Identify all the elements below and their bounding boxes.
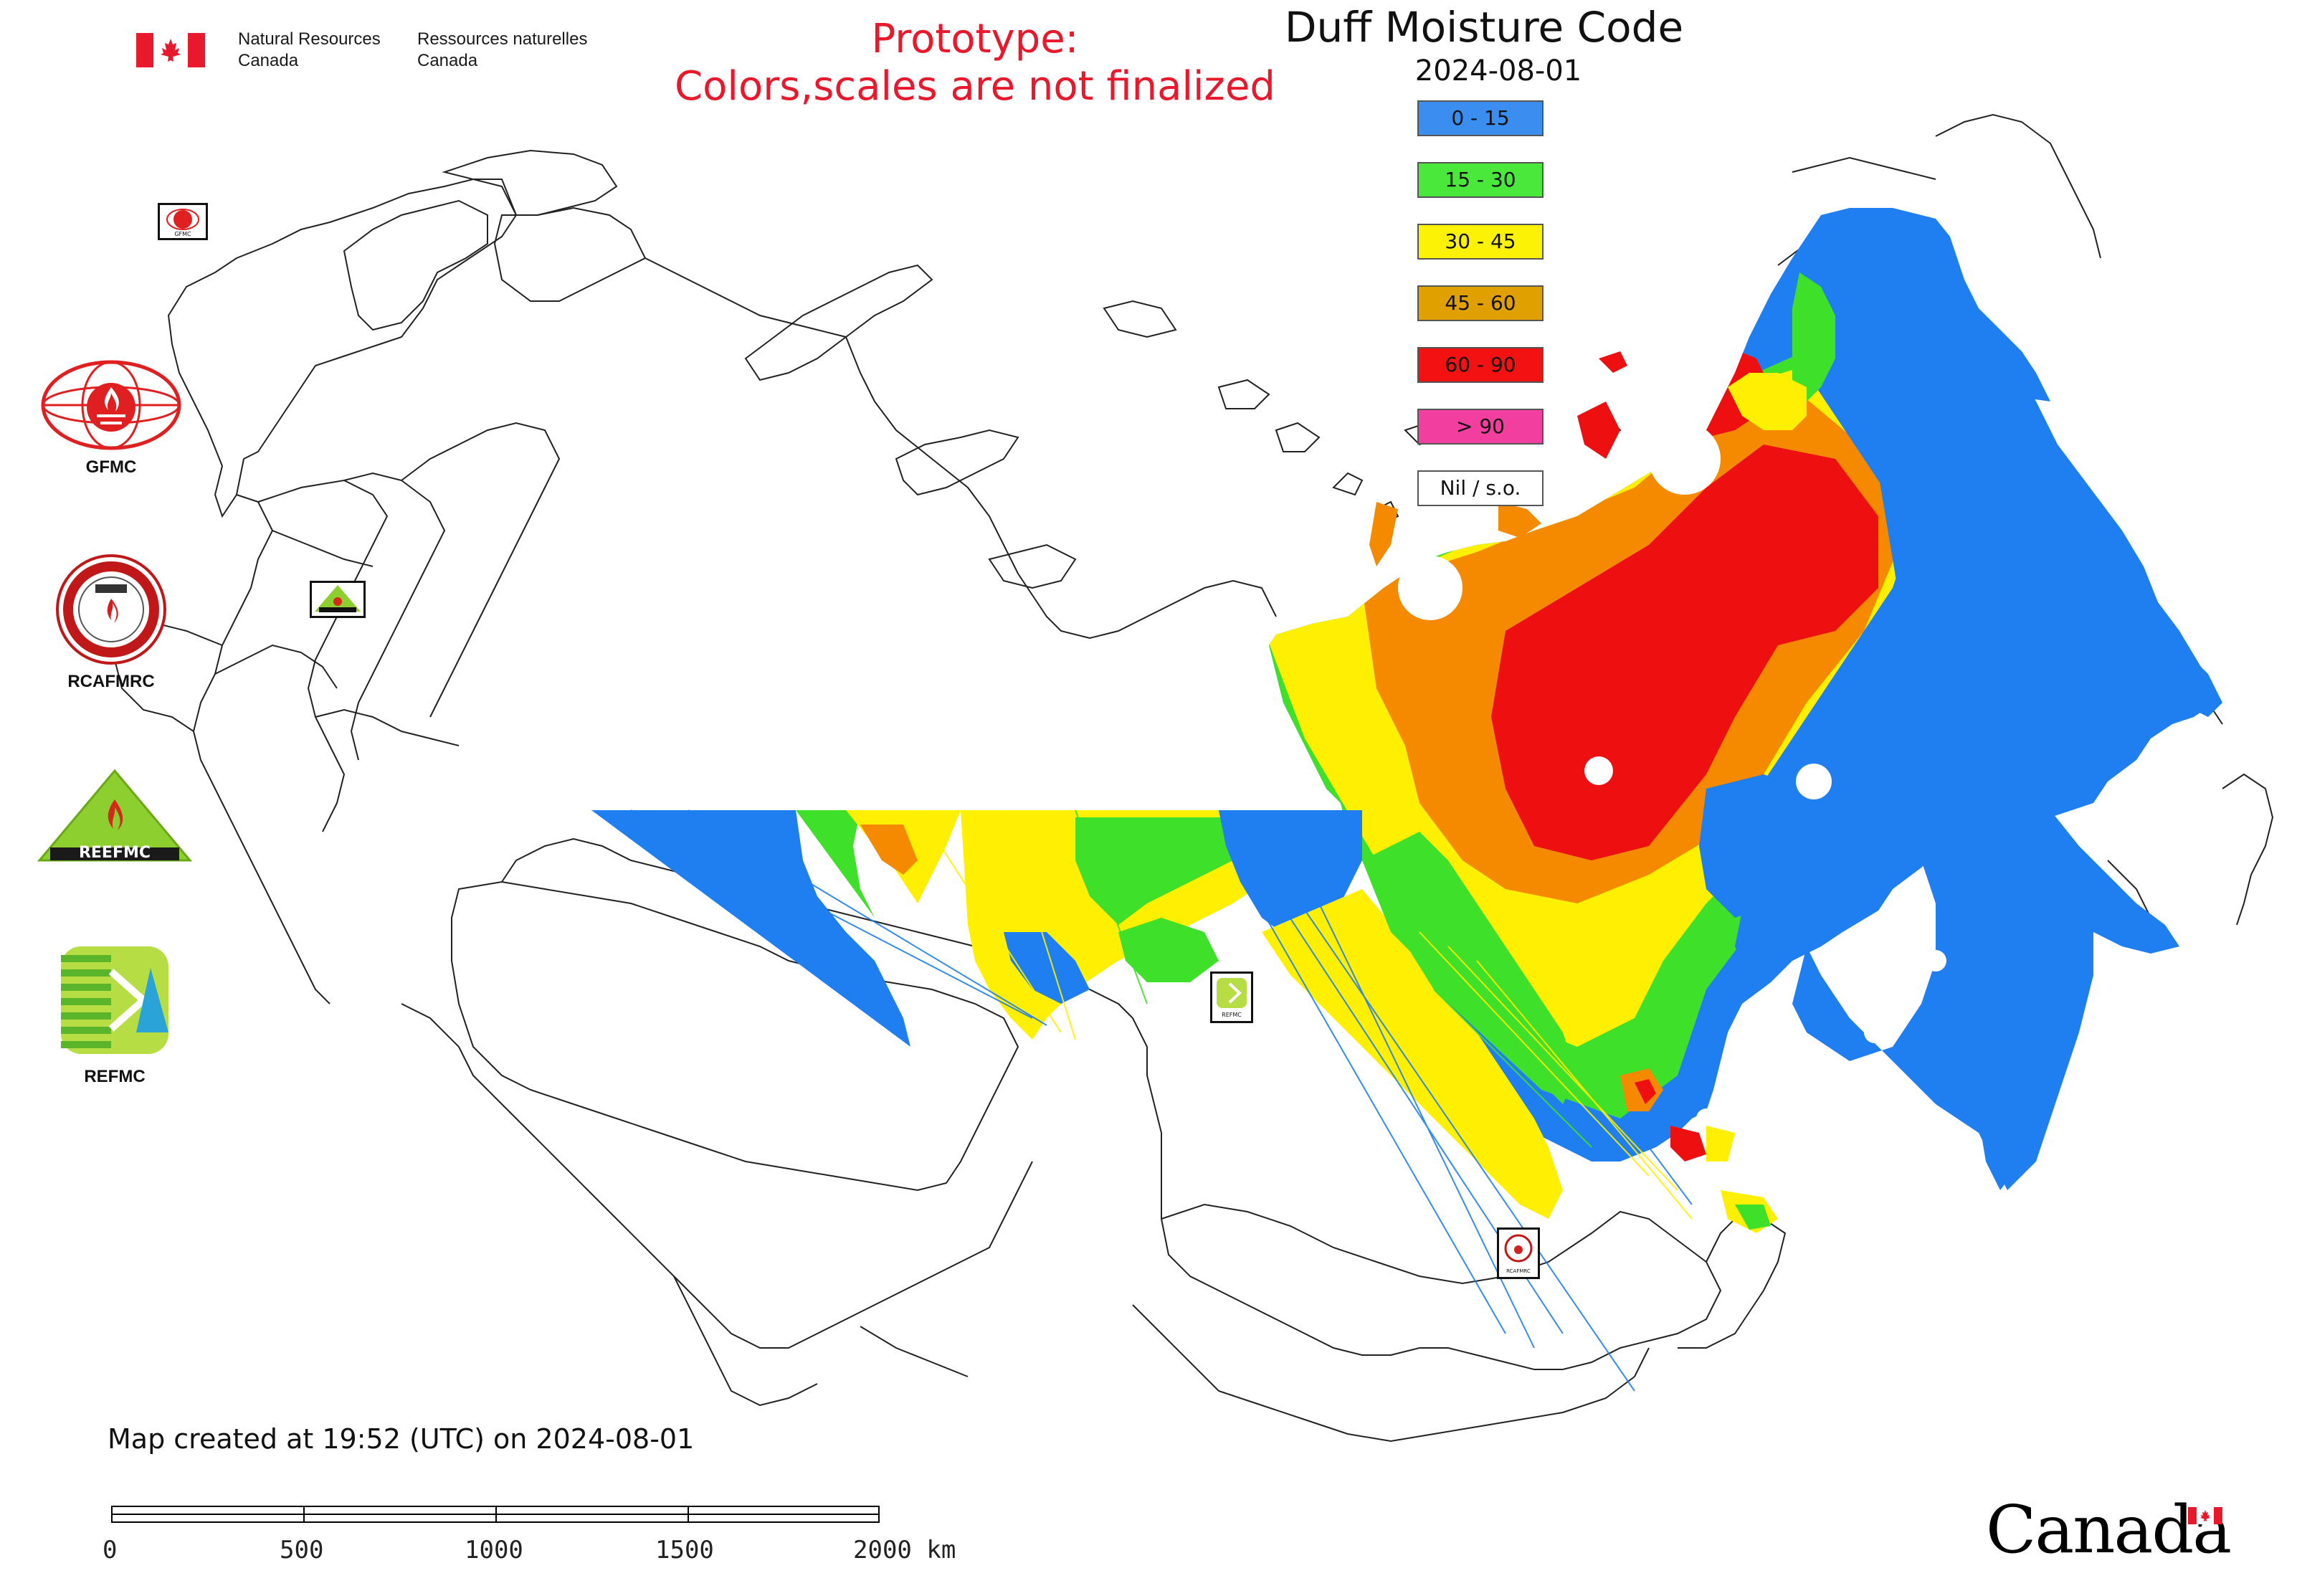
nrcan-en-line1: Natural Resources: [238, 29, 381, 49]
canada-wordmark: Canada: [1986, 1491, 2232, 1568]
legend-label: Nil / s.o.: [1440, 476, 1521, 500]
data-region-okhotsk-coast: [1979, 789, 2179, 1190]
rcafmrc-mini-label: RCAFMRC: [1506, 1268, 1531, 1274]
legend-item-gt-90: > 90: [1417, 409, 1544, 445]
legend-item-45-60: 45 - 60: [1417, 285, 1544, 321]
map-marker-rcafmrc: RCAFMRC: [1497, 1227, 1540, 1279]
scale-label-0: 0: [103, 1536, 118, 1564]
rcafmrc-emblem-icon: [56, 554, 166, 665]
canada-flag-icon: [136, 33, 205, 67]
refmc-mini-icon: REFMC: [1217, 978, 1247, 1018]
data-region-chukotka: [1807, 237, 2050, 402]
nrcan-logo: Natural Resources Canada Ressources natu…: [136, 29, 609, 79]
map-title: Duff Moisture Code: [1284, 3, 1684, 52]
reefmc-mini-icon: [315, 585, 361, 612]
map-marker-gfmc: GFMC: [158, 203, 208, 240]
data-region-kamchatka: [1943, 358, 2222, 717]
legend-label: > 90: [1456, 414, 1505, 438]
gfmc-label: GFMC: [85, 457, 137, 477]
refmc-emblem-icon: [61, 946, 168, 1054]
nrcan-name-fr: Ressources naturelles Canada: [417, 29, 587, 72]
gfmc-emblem-icon: [41, 360, 181, 450]
rcafmrc-mini-icon: RCAFMRC: [1504, 1234, 1533, 1274]
map-date: 2024-08-01: [1414, 54, 1582, 87]
rcafmrc-logo: RCAFMRC: [39, 548, 183, 692]
canada-wordmark-flag-icon: [2188, 1507, 2222, 1524]
gfmc-mini-label: GFMC: [174, 231, 191, 237]
nil-holes: [1398, 423, 2075, 1136]
map-marker-reefmc: [310, 581, 366, 618]
refmc-logo: REFMC: [43, 939, 186, 1097]
data-region-east-blue-pocket: [1699, 774, 1821, 918]
nrcan-fr-line2: Canada: [417, 51, 478, 70]
nrcan-name-en: Natural Resources Canada: [238, 29, 381, 72]
legend-label: 15 - 30: [1445, 168, 1516, 191]
map-created-timestamp: Map created at 19:52 (UTC) on 2024-08-01: [108, 1423, 695, 1455]
scale-label-2000-km: 2000 km: [853, 1536, 956, 1564]
prototype-notice-line2: Colors,scales are not finalized: [675, 63, 1275, 110]
nrcan-en-line2: Canada: [238, 51, 299, 70]
refmc-label: REFMC: [84, 1067, 146, 1086]
legend-label: 60 - 90: [1445, 353, 1516, 376]
scale-bar-midline: [111, 1514, 880, 1515]
reefmc-emblem-icon: REEFMC: [37, 769, 193, 862]
reefmc-logo: REEFMC: [36, 767, 194, 882]
data-region-green-west: [1792, 272, 1835, 402]
prototype-notice-line1: Prototype:: [871, 16, 1079, 62]
gfmc-logo: GFMC: [39, 358, 183, 488]
map-marker-refmc: REFMC: [1210, 972, 1253, 1023]
legend-label: 45 - 60: [1445, 291, 1516, 315]
data-region-yellow-north: [1728, 373, 1807, 430]
scale-bar: [111, 1506, 880, 1526]
scale-label-1500: 1500: [655, 1536, 714, 1564]
legend-item-30-45: 30 - 45: [1417, 224, 1544, 260]
scale-label-500: 500: [280, 1536, 324, 1564]
data-streaks: [591, 351, 1778, 1233]
scale-label-1000: 1000: [465, 1536, 523, 1564]
gfmc-mini-icon: GFMC: [166, 209, 199, 237]
legend-item-nil: Nil / s.o.: [1417, 470, 1544, 506]
refmc-mini-label: REFMC: [1222, 1012, 1242, 1018]
legend-item-15-30: 15 - 30: [1417, 162, 1544, 198]
canada-wordmark-text: Canada: [1986, 1491, 2232, 1568]
nrcan-fr-line1: Ressources naturelles: [417, 29, 588, 49]
legend-item-0-15: 0 - 15: [1417, 100, 1544, 136]
legend-label: 0 - 15: [1451, 106, 1510, 130]
legend-label: 30 - 45: [1445, 229, 1516, 253]
reefmc-wordmark: REEFMC: [79, 844, 151, 862]
rcafmrc-label: RCAFMRC: [67, 672, 155, 691]
legend-item-60-90: 60 - 90: [1417, 347, 1544, 383]
